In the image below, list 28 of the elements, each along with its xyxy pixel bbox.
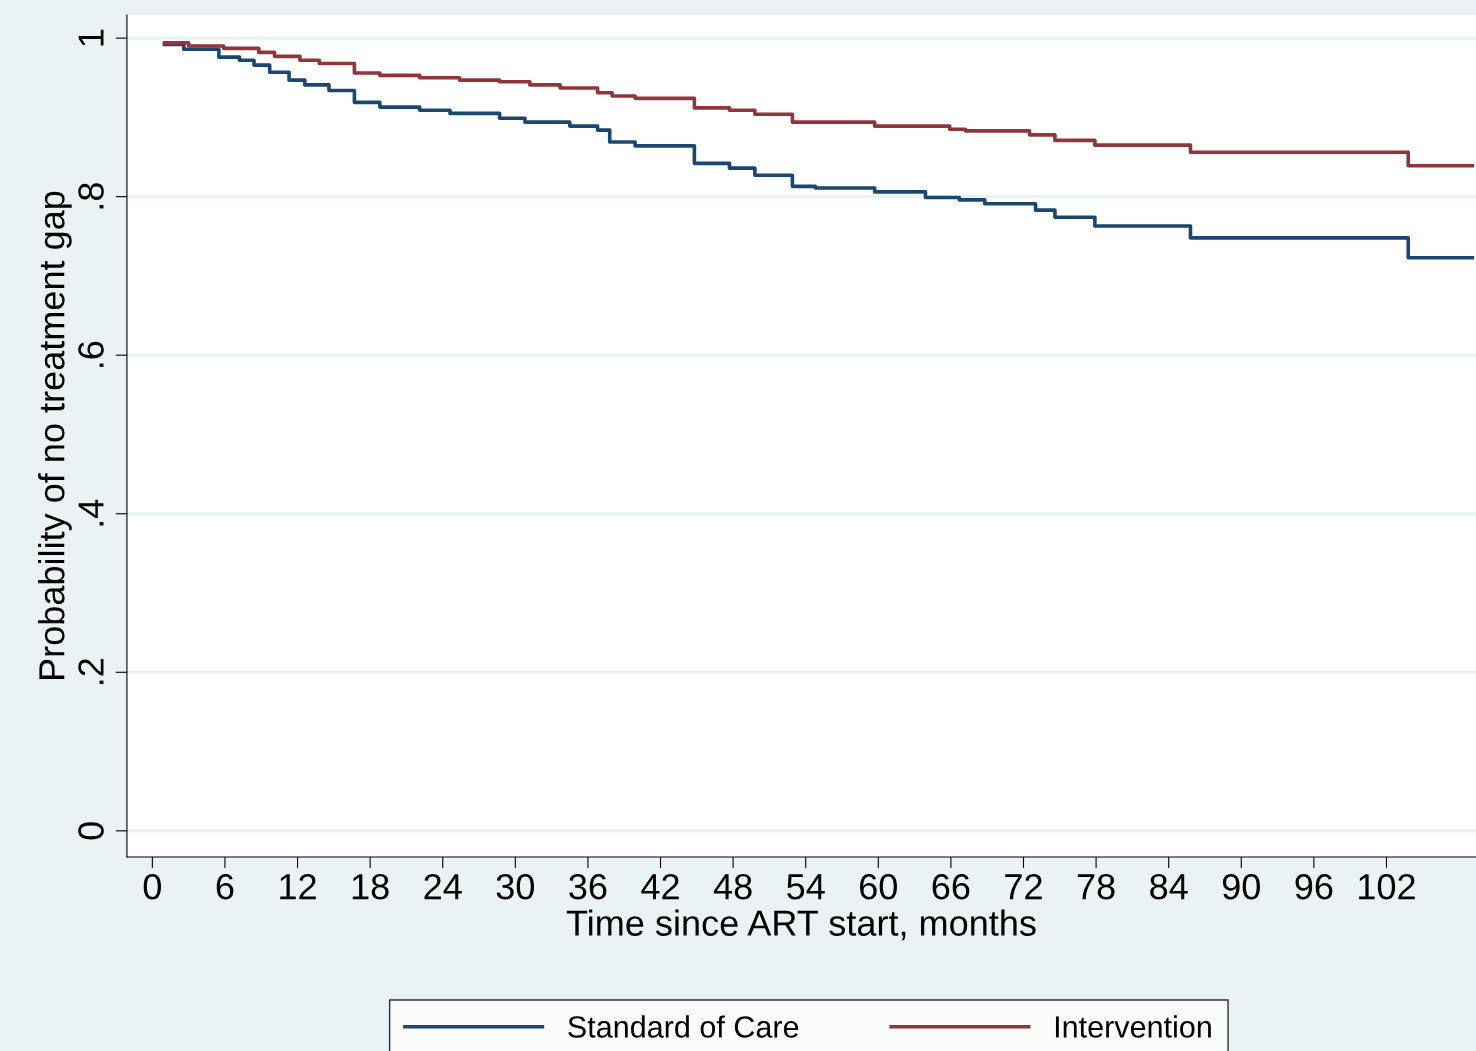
x-tick-label: 84 xyxy=(1150,873,1188,900)
x-tick-label: 72 xyxy=(1005,873,1042,900)
x-tick-label: 90 xyxy=(1222,873,1260,900)
y-tick-label: .2 xyxy=(78,659,104,685)
y-tick-label: .6 xyxy=(78,341,104,367)
y-tick-label: 1 xyxy=(78,29,104,46)
y-axis-title: Probability of no treatment gap xyxy=(38,191,72,679)
y-tick-label: .4 xyxy=(78,499,104,526)
legend-label: Intervention xyxy=(1055,1015,1211,1038)
x-tick-label: 102 xyxy=(1359,873,1415,900)
x-tick-label: 48 xyxy=(713,873,752,900)
x-tick-label: 0 xyxy=(143,873,161,900)
x-tick-label: 96 xyxy=(1295,873,1333,900)
x-tick-label: 30 xyxy=(496,873,534,900)
x-tick-label: 18 xyxy=(352,873,389,900)
x-tick-label: 6 xyxy=(216,873,234,900)
x-tick-label: 12 xyxy=(280,873,316,900)
x-axis-title: Time since ART start, months xyxy=(566,909,1036,941)
y-tick-label: .8 xyxy=(78,183,104,209)
y-tick-label: 0 xyxy=(78,822,104,840)
x-tick-label: 24 xyxy=(424,873,462,900)
x-tick-label: 66 xyxy=(932,873,970,900)
x-tick-label: 36 xyxy=(569,873,607,900)
legend-label: Standard of Care xyxy=(568,1015,799,1038)
x-tick-label: 60 xyxy=(860,873,897,900)
x-tick-label: 78 xyxy=(1077,873,1115,900)
x-tick-label: 54 xyxy=(787,874,825,900)
x-tick-label: 42 xyxy=(641,873,679,900)
